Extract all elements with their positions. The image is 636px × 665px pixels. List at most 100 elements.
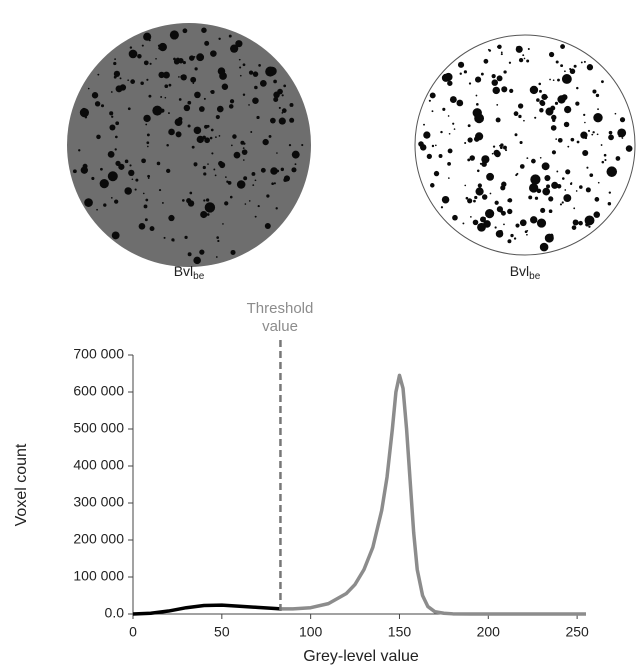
pore (481, 155, 490, 164)
pore (473, 199, 476, 203)
pore (613, 173, 615, 176)
pore (503, 70, 507, 74)
x-tick-label: 250 (565, 624, 589, 640)
pore (592, 89, 597, 94)
x-axis-title: Grey-level value (303, 648, 419, 665)
pore (128, 49, 138, 59)
pore (94, 101, 101, 107)
pore (194, 67, 198, 71)
pore (513, 111, 519, 117)
pore (564, 105, 572, 114)
pore (72, 169, 77, 174)
pore (242, 63, 246, 67)
pore (593, 112, 603, 123)
pore (210, 90, 213, 93)
pore (555, 138, 558, 140)
pore (187, 124, 191, 128)
pore (476, 103, 479, 106)
pore (174, 118, 183, 127)
pore (91, 92, 99, 99)
pore (464, 184, 467, 187)
pore (551, 181, 559, 189)
pore (440, 206, 444, 209)
pore (182, 61, 186, 65)
pore (556, 170, 559, 173)
pore (516, 46, 519, 49)
pore (216, 105, 224, 113)
pore (210, 128, 214, 132)
pore (539, 99, 545, 106)
pore (586, 64, 594, 71)
pore (519, 164, 525, 169)
pore (248, 70, 254, 75)
pore (138, 222, 146, 230)
pore (494, 200, 499, 205)
pore (515, 223, 520, 228)
pore (554, 101, 559, 105)
pore (114, 58, 116, 60)
pore (192, 82, 195, 85)
pore (210, 50, 217, 57)
pore (582, 149, 589, 157)
pore (218, 135, 221, 137)
pore (575, 101, 580, 106)
pore (166, 143, 169, 147)
pore (495, 117, 501, 123)
pore (536, 218, 547, 228)
pore (147, 174, 151, 178)
pore (513, 237, 517, 240)
pore (158, 189, 162, 192)
pore (193, 126, 202, 135)
pore (187, 200, 195, 207)
pore (146, 145, 149, 148)
pore (291, 167, 297, 173)
pore (148, 94, 152, 98)
pore (127, 107, 131, 111)
pore (143, 32, 152, 41)
pore (191, 145, 195, 149)
pore (500, 53, 503, 56)
pore (143, 204, 148, 209)
pore (499, 146, 503, 150)
pore (203, 172, 207, 176)
pore (440, 130, 443, 134)
pore (218, 160, 224, 167)
pore (278, 106, 281, 109)
pore (597, 108, 599, 111)
pore (243, 176, 248, 181)
pore (561, 74, 572, 84)
pore (431, 110, 434, 113)
pore (252, 184, 255, 187)
pore (545, 107, 554, 116)
y-tick-label: 0.0 (105, 605, 125, 621)
pore (447, 80, 453, 86)
pore (239, 66, 242, 69)
pore (507, 198, 513, 203)
pore (242, 147, 245, 149)
pore (128, 169, 135, 176)
pore (168, 128, 175, 136)
pore (561, 201, 564, 204)
pore (198, 106, 205, 112)
pore (519, 140, 523, 145)
pore (146, 133, 150, 137)
pore (452, 122, 455, 125)
pore (173, 58, 180, 65)
pore (205, 198, 210, 202)
pore (579, 185, 583, 189)
pore (273, 91, 280, 99)
pore (187, 252, 192, 257)
pore (169, 30, 179, 40)
pore (109, 111, 114, 116)
pore (240, 140, 245, 145)
pore (619, 117, 626, 123)
pore (557, 78, 560, 82)
pore (171, 238, 175, 242)
pore (578, 220, 583, 226)
pore (601, 80, 604, 84)
pore (248, 104, 250, 106)
pore (229, 99, 235, 104)
series-line (132, 603, 281, 616)
pore (107, 171, 118, 182)
